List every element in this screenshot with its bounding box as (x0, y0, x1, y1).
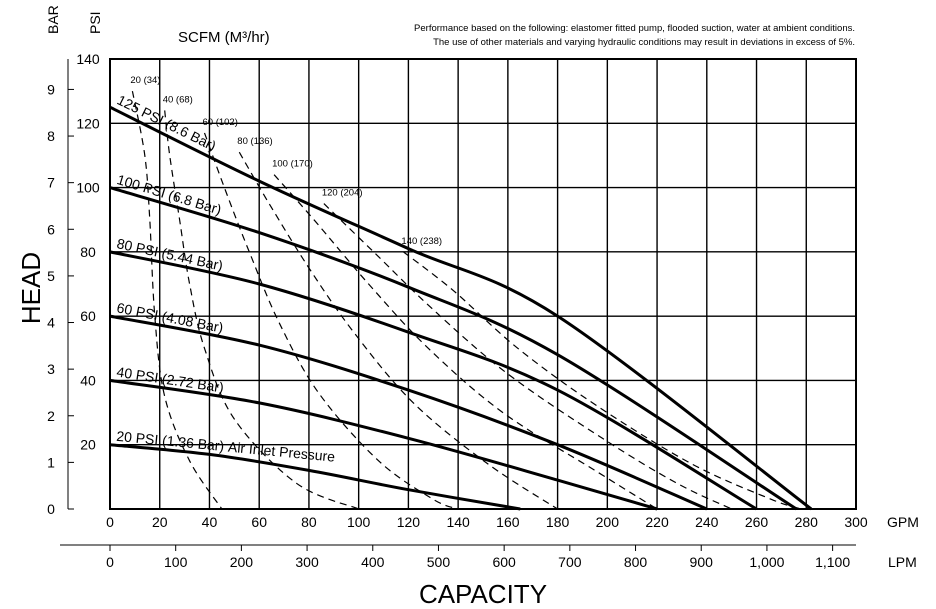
y-tick-psi: 40 (80, 372, 96, 388)
scfm-curve (273, 174, 658, 510)
x-tick-gpm: 240 (695, 514, 719, 530)
pressure-curve-label: 60 PSI (4.08 Bar) (115, 299, 224, 335)
pressure-curves: 20 PSI (1.36 Bar) Air Inlet Pressure 40 PS… (109, 92, 813, 511)
x-tick-lpm: 900 (690, 554, 714, 570)
y-tick-bar: 4 (47, 315, 55, 331)
x-tick-lpm: 400 (361, 554, 385, 570)
x-tick-lpm: 1,000 (749, 554, 784, 570)
chart-note-line2: The use of other materials and varying h… (433, 37, 855, 48)
x-tick-gpm: 120 (397, 514, 421, 530)
x-tick-gpm: 260 (745, 514, 769, 530)
pressure-curve (109, 378, 658, 511)
x-tick-gpm: 300 (844, 514, 868, 530)
x-tick-gpm: 220 (645, 514, 669, 530)
x-tick-gpm: 60 (251, 514, 267, 530)
x-unit-lpm: LPM (888, 554, 917, 570)
y-unit-psi: PSI (87, 11, 103, 34)
x-tick-lpm: 1,100 (815, 554, 850, 570)
y-tick-bar: 7 (47, 175, 55, 191)
x-tick-gpm: 80 (301, 514, 317, 530)
pressure-curve (109, 105, 813, 511)
y-tick-bar: 2 (47, 408, 55, 424)
scfm-curve (131, 90, 223, 510)
x-tick-gpm: 200 (596, 514, 620, 530)
x-tick-gpm: 100 (347, 514, 371, 530)
x-tick-lpm: 800 (624, 554, 648, 570)
y-tick-psi: 140 (76, 51, 100, 67)
x-tick-lpm: 100 (164, 554, 188, 570)
x-tick-lpm: 200 (230, 554, 254, 570)
y-tick-psi: 100 (76, 180, 100, 196)
y-tick-psi: 60 (80, 308, 96, 324)
x-tick-gpm: 0 (106, 514, 114, 530)
plot-frame (109, 58, 857, 510)
x-tick-gpm: 160 (496, 514, 520, 530)
pressure-curve (109, 314, 708, 511)
x-tick-lpm: 500 (427, 554, 451, 570)
scfm-curve-label: 20 (34) (130, 75, 160, 86)
x-tick-gpm: 40 (202, 514, 218, 530)
scfm-curve-label: 100 (170) (272, 159, 313, 170)
x-axis-title: CAPACITY (419, 579, 547, 609)
scfm-curve-label: 140 (238) (401, 236, 442, 247)
y-tick-bar: 0 (47, 501, 55, 517)
scfm-curve (323, 203, 732, 510)
pressure-curve (109, 250, 758, 511)
scfm-curve-label: 120 (204) (322, 188, 363, 199)
y-tick-bar: 1 (47, 454, 55, 470)
y-unit-bar: BAR (45, 5, 61, 34)
y-tick-bar: 5 (47, 268, 55, 284)
y-axis-title: HEAD (16, 252, 46, 324)
scfm-header: SCFM (M³/hr) (178, 29, 270, 46)
pressure-curve-label: 20 PSI (1.36 Bar) Air Inlet Pressure (116, 428, 336, 465)
x-tick-gpm: 20 (152, 514, 168, 530)
pressure-curve (109, 186, 798, 511)
scfm-curve (164, 110, 359, 510)
y-tick-bar: 8 (47, 128, 55, 144)
y-tick-bar: 6 (47, 221, 55, 237)
y-tick-bar: 9 (47, 81, 55, 97)
pressure-curve-label: 40 PSI (2.72 Bar) (116, 364, 225, 396)
pressure-curve-label: 80 PSI (5.44 Bar) (115, 235, 224, 273)
scfm-curve-label: 80 (136) (237, 136, 272, 147)
x-tick-lpm: 600 (492, 554, 516, 570)
chart-note-line1: Performance based on the following: elas… (414, 23, 855, 34)
y-tick-psi: 120 (76, 115, 100, 131)
y-tick-psi: 20 (80, 437, 96, 453)
scfm-curve (238, 151, 558, 510)
axes: 0 20 40 60 80 100 120 140 160 180 200 220 240 260 280 3… (47, 51, 868, 570)
scfm-curve (403, 251, 802, 510)
pressure-curve (109, 443, 521, 511)
scfm-curve-label: 60 (102) (202, 117, 237, 128)
y-tick-psi: 80 (80, 244, 96, 260)
x-tick-gpm: 280 (795, 514, 819, 530)
scfm-curves: 20 (34)40 (68) 60 (102)80 (136) 100 (170) 1… (130, 75, 802, 510)
x-tick-lpm: 0 (106, 554, 114, 570)
x-unit-gpm: GPM (887, 514, 919, 530)
x-tick-gpm: 140 (446, 514, 470, 530)
scfm-curve-label: 40 (68) (163, 94, 193, 105)
y-tick-bar: 3 (47, 361, 55, 377)
x-tick-gpm: 180 (546, 514, 570, 530)
x-tick-lpm: 300 (295, 554, 319, 570)
x-tick-lpm: 700 (558, 554, 582, 570)
